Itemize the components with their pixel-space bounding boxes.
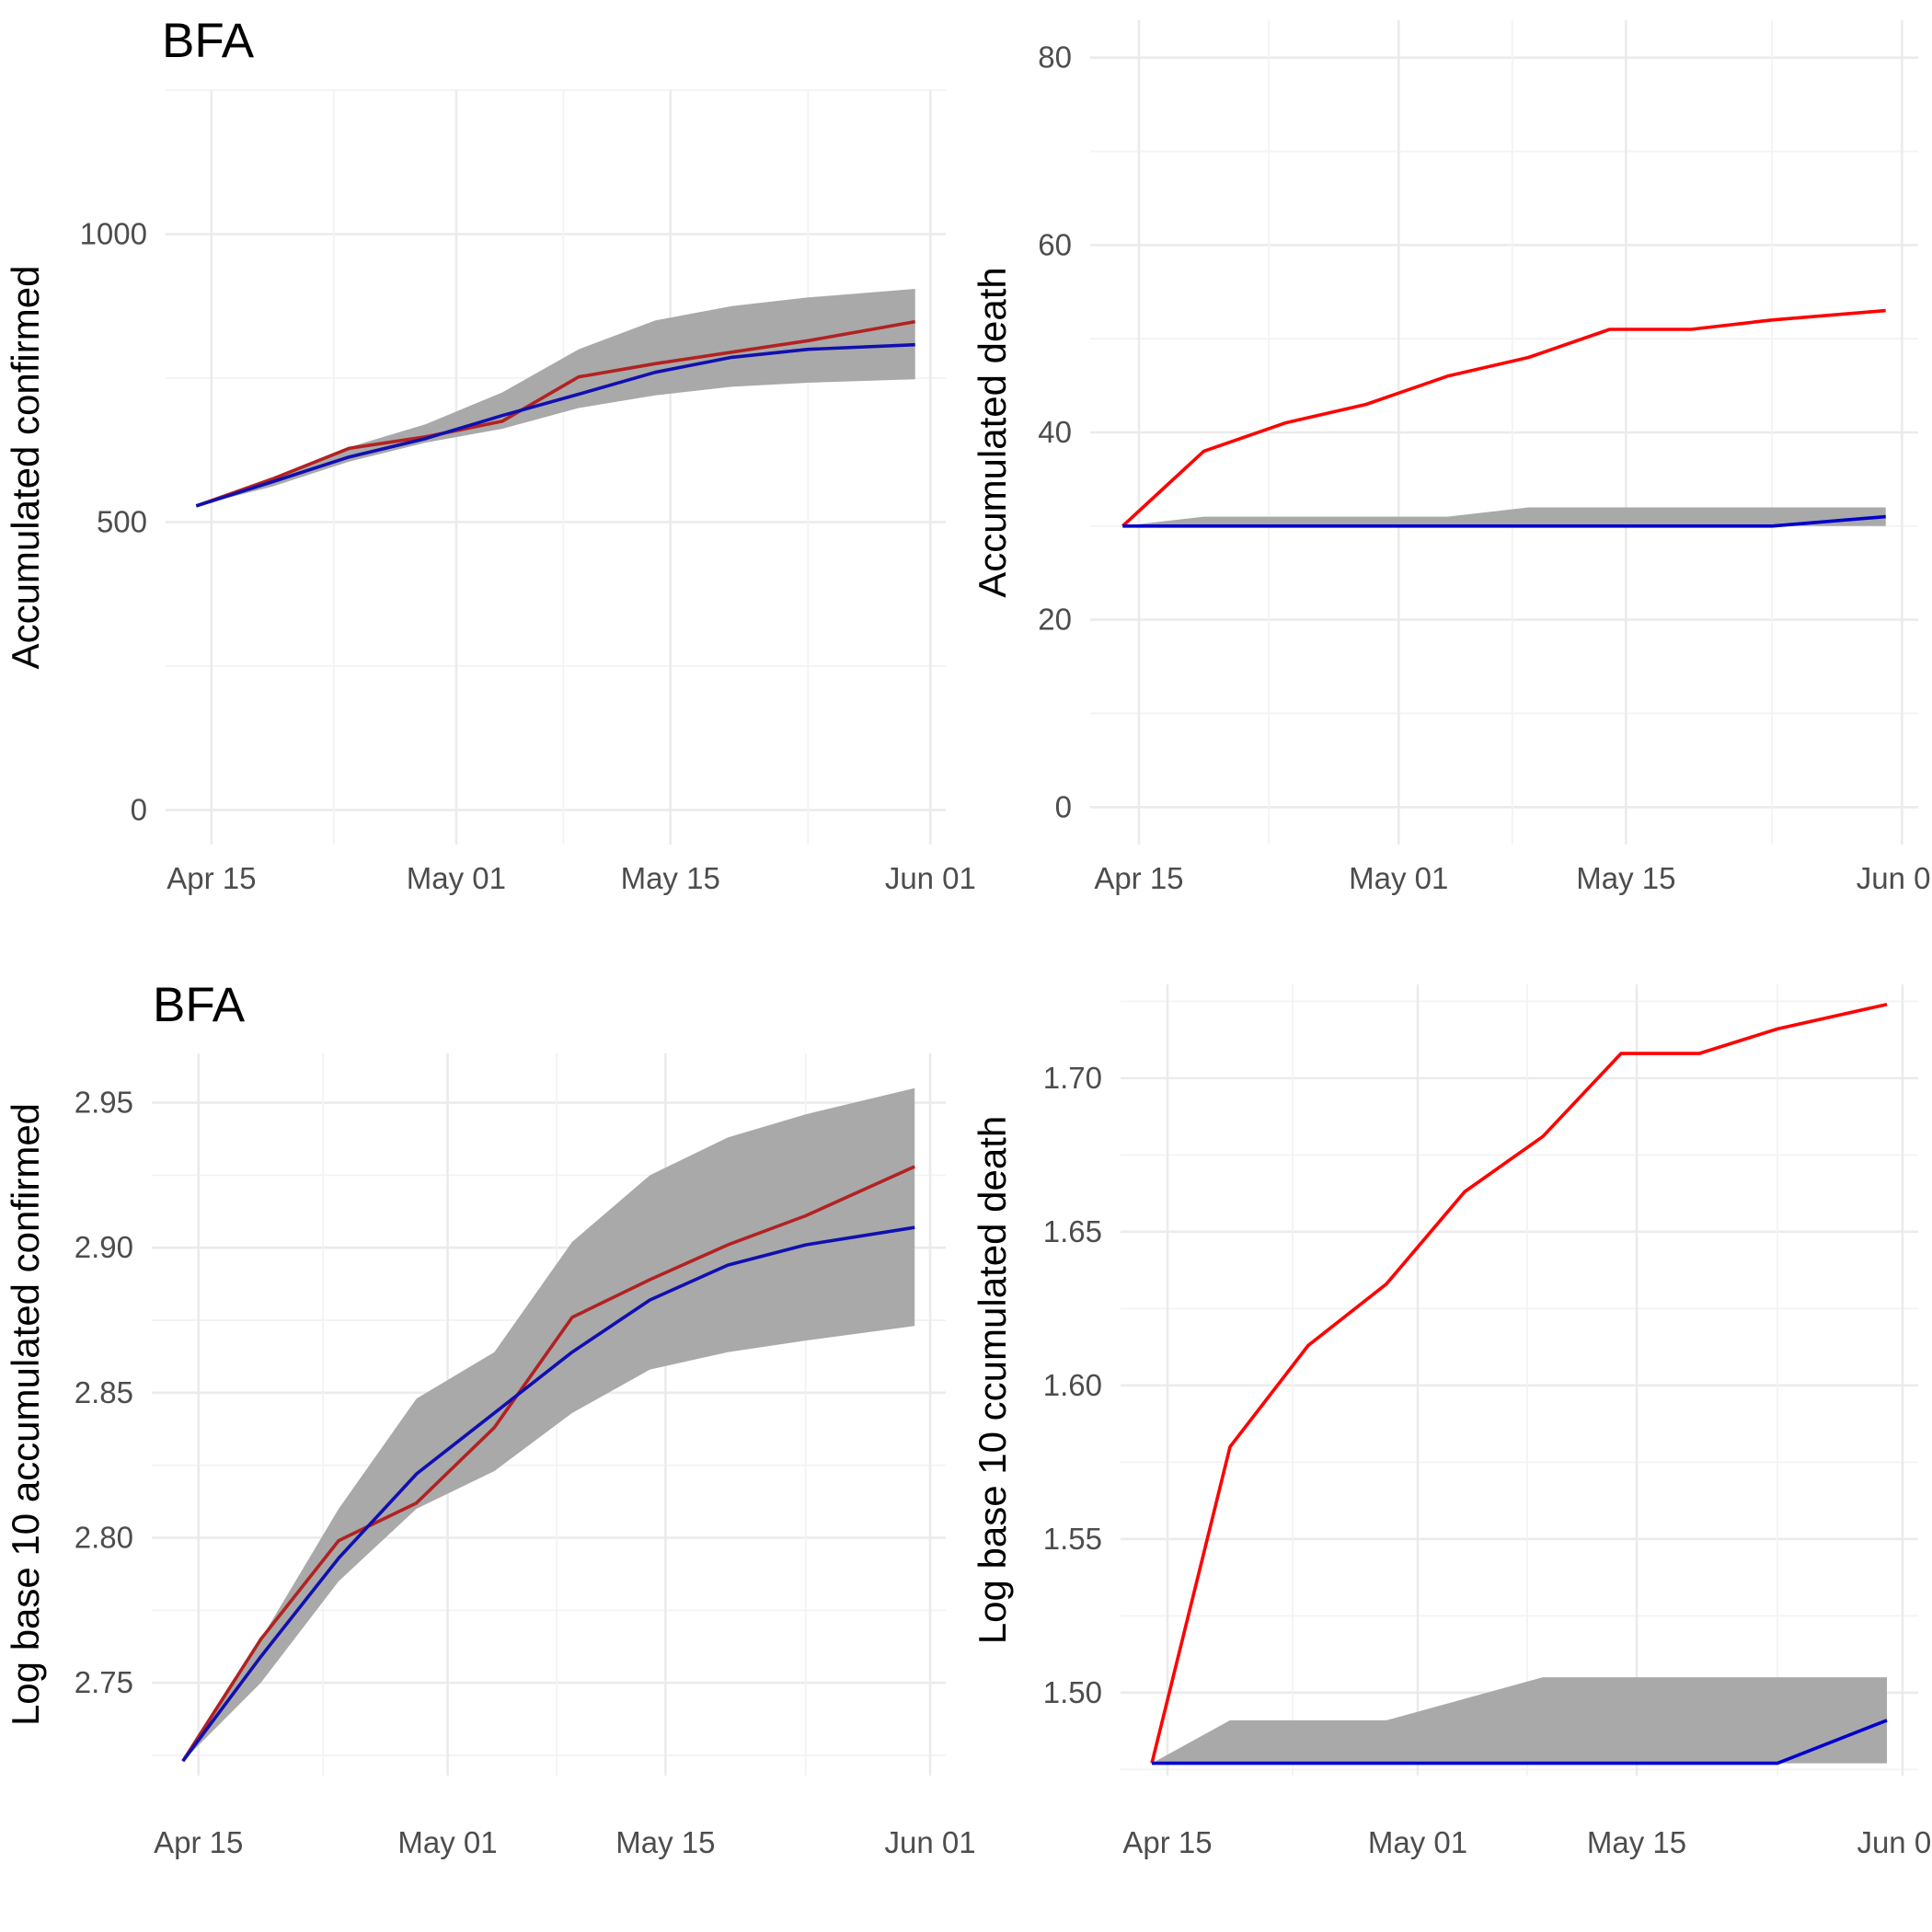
prediction-band	[1152, 1677, 1887, 1764]
y-tick-label: 2.90	[75, 1230, 133, 1264]
y-tick-label: 1.70	[1043, 1061, 1102, 1095]
observed-line	[195, 319, 916, 508]
predicted-line	[1122, 514, 1886, 528]
x-tick-label: Apr 15	[1094, 861, 1183, 895]
y-tick-label: 0	[131, 792, 147, 826]
chart-title: BFA	[153, 978, 246, 1032]
y-tick-label: 40	[1038, 415, 1072, 449]
y-tick-label: 20	[1038, 603, 1072, 637]
predicted-line	[195, 342, 915, 508]
y-tick-label: 1.65	[1043, 1214, 1102, 1248]
x-tick-label: Apr 15	[154, 1825, 243, 1859]
y-tick-label: 1.50	[1043, 1675, 1102, 1709]
x-tick-label: May 15	[621, 861, 720, 895]
x-tick-label: May 01	[1349, 861, 1448, 895]
x-tick-label: Jun 01	[885, 861, 976, 895]
y-axis-title: Log base 10 ccumulated death	[971, 1116, 1014, 1644]
x-tick-label: May 15	[615, 1825, 715, 1859]
x-tick-label: Jun 01	[1857, 1825, 1932, 1859]
y-tick-label: 500	[97, 504, 147, 538]
x-tick-label: Apr 15	[167, 861, 256, 895]
y-tick-label: 1000	[80, 216, 147, 250]
y-tick-label: 1.55	[1043, 1522, 1102, 1556]
y-tick-label: 2.95	[75, 1086, 133, 1120]
observed-line	[1121, 308, 1886, 528]
chart-panel-1: 0 500 1000 Apr 15 May 01 May 15 Jun 01 Accumula…	[4, 14, 976, 895]
x-tick-label: Jun 01	[885, 1825, 976, 1859]
observed-line	[1150, 1002, 1888, 1765]
y-tick-label: 0	[1055, 789, 1072, 823]
chart-panel-3: 2.75 2.80 2.85 2.90 2.95 Apr 15 May 01 May 15 Ju…	[4, 978, 976, 1859]
predicted-line	[181, 1225, 915, 1763]
x-tick-label: May 15	[1576, 861, 1675, 895]
x-tick-label: May 01	[1368, 1825, 1467, 1859]
x-tick-label: May 01	[397, 1825, 497, 1859]
predicted-line	[1152, 1719, 1888, 1765]
x-tick-label: Apr 15	[1122, 1825, 1212, 1859]
x-tick-label: May 15	[1587, 1825, 1686, 1859]
y-axis-title: Accumulated death	[971, 267, 1014, 598]
y-tick-label: 2.75	[75, 1665, 133, 1699]
x-tick-label: May 01	[407, 861, 506, 895]
chart-panel-2: 0 20 40 60 80 Apr 15 May 01 May 15 Jun 01 Accumul…	[971, 20, 1932, 895]
prediction-band	[1122, 507, 1886, 526]
chart-title: BFA	[162, 14, 255, 68]
y-axis-title: Accumulated confirmed	[4, 266, 47, 670]
y-tick-label: 60	[1038, 227, 1072, 261]
x-tick-label: Jun 01	[1857, 861, 1932, 895]
chart-panel-4: 1.50 1.55 1.60 1.65 1.70 Apr 15 May 01 May 15 Ju…	[971, 984, 1932, 1859]
y-axis-title: Log base 10 accumulated confirmed	[4, 1103, 47, 1726]
y-tick-label: 2.85	[75, 1375, 133, 1409]
y-tick-label: 2.80	[75, 1520, 133, 1554]
y-tick-label: 80	[1038, 40, 1072, 75]
observed-line	[181, 1165, 915, 1763]
prediction-band	[182, 1087, 915, 1762]
y-tick-label: 1.60	[1043, 1368, 1102, 1402]
